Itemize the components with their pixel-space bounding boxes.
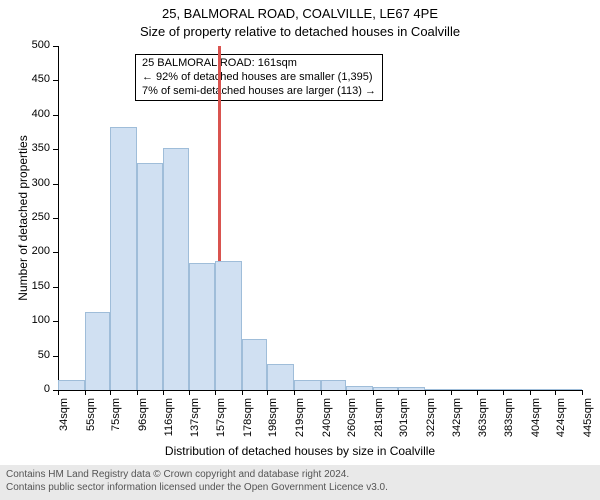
x-tick bbox=[346, 390, 347, 395]
x-tick-label: 301sqm bbox=[398, 398, 410, 448]
y-tick-label: 450 bbox=[16, 73, 50, 85]
histogram-bar bbox=[294, 380, 321, 390]
y-tick bbox=[53, 321, 58, 322]
x-tick-label: 281sqm bbox=[373, 398, 385, 448]
x-tick bbox=[503, 390, 504, 395]
x-tick bbox=[137, 390, 138, 395]
x-tick-label: 424sqm bbox=[555, 398, 567, 448]
histogram-bar bbox=[242, 339, 267, 390]
x-tick-label: 178sqm bbox=[242, 398, 254, 448]
y-tick bbox=[53, 184, 58, 185]
x-tick bbox=[215, 390, 216, 395]
x-tick-label: 116sqm bbox=[163, 398, 175, 448]
x-tick bbox=[582, 390, 583, 395]
y-tick-label: 250 bbox=[16, 211, 50, 223]
y-tick bbox=[53, 80, 58, 81]
x-tick-label: 34sqm bbox=[58, 398, 70, 448]
x-tick-label: 240sqm bbox=[321, 398, 333, 448]
histogram-bar bbox=[398, 387, 425, 390]
x-tick bbox=[451, 390, 452, 395]
x-tick-label: 198sqm bbox=[267, 398, 279, 448]
x-tick-label: 137sqm bbox=[189, 398, 201, 448]
histogram-bar bbox=[267, 364, 294, 390]
y-tick-label: 200 bbox=[16, 245, 50, 257]
histogram-bar bbox=[215, 261, 242, 390]
y-tick-label: 300 bbox=[16, 177, 50, 189]
x-tick-label: 96sqm bbox=[137, 398, 149, 448]
x-tick-label: 75sqm bbox=[110, 398, 122, 448]
licence-footer: Contains HM Land Registry data © Crown c… bbox=[0, 465, 600, 500]
x-tick bbox=[85, 390, 86, 395]
x-tick-label: 157sqm bbox=[215, 398, 227, 448]
histogram-bar bbox=[373, 387, 398, 390]
x-tick bbox=[242, 390, 243, 395]
page-address-title: 25, BALMORAL ROAD, COALVILLE, LE67 4PE bbox=[0, 6, 600, 21]
histogram-bar bbox=[110, 127, 137, 391]
x-tick bbox=[477, 390, 478, 395]
histogram-bar bbox=[163, 148, 190, 390]
y-tick-label: 400 bbox=[16, 108, 50, 120]
x-tick-label: 445sqm bbox=[582, 398, 594, 448]
y-tick bbox=[53, 46, 58, 47]
y-tick bbox=[53, 149, 58, 150]
footer-line-1: Contains HM Land Registry data © Crown c… bbox=[6, 469, 594, 482]
footer-line-2: Contains public sector information licen… bbox=[6, 482, 594, 495]
x-tick-label: 363sqm bbox=[477, 398, 489, 448]
x-tick bbox=[425, 390, 426, 395]
y-tick bbox=[53, 115, 58, 116]
y-axis-line bbox=[58, 46, 59, 390]
histogram-bar bbox=[425, 389, 450, 390]
histogram-bar bbox=[555, 389, 582, 390]
x-tick bbox=[373, 390, 374, 395]
x-tick-label: 342sqm bbox=[451, 398, 463, 448]
y-tick bbox=[53, 252, 58, 253]
x-tick-label: 55sqm bbox=[85, 398, 97, 448]
histogram-bar bbox=[530, 389, 555, 390]
histogram-bar bbox=[58, 380, 85, 390]
x-tick bbox=[163, 390, 164, 395]
histogram-bar bbox=[503, 389, 530, 390]
x-tick-label: 383sqm bbox=[503, 398, 515, 448]
x-tick-label: 404sqm bbox=[530, 398, 542, 448]
chart-subtitle: Size of property relative to detached ho… bbox=[0, 24, 600, 39]
y-tick bbox=[53, 287, 58, 288]
y-tick-label: 150 bbox=[16, 280, 50, 292]
x-tick-label: 260sqm bbox=[346, 398, 358, 448]
x-tick bbox=[398, 390, 399, 395]
x-tick bbox=[555, 390, 556, 395]
histogram-bar bbox=[451, 389, 478, 390]
y-tick-label: 0 bbox=[16, 383, 50, 395]
y-tick-label: 100 bbox=[16, 314, 50, 326]
y-tick-label: 350 bbox=[16, 142, 50, 154]
x-tick bbox=[110, 390, 111, 395]
x-tick bbox=[267, 390, 268, 395]
x-tick bbox=[321, 390, 322, 395]
x-tick bbox=[58, 390, 59, 395]
histogram-bar bbox=[137, 163, 162, 390]
x-tick bbox=[294, 390, 295, 395]
histogram-bar bbox=[477, 389, 502, 390]
x-tick bbox=[530, 390, 531, 395]
y-tick bbox=[53, 356, 58, 357]
x-tick-label: 219sqm bbox=[294, 398, 306, 448]
x-tick-label: 322sqm bbox=[425, 398, 437, 448]
histogram-bar bbox=[346, 386, 373, 390]
y-tick bbox=[53, 218, 58, 219]
histogram-bar bbox=[321, 380, 346, 390]
x-tick bbox=[189, 390, 190, 395]
histogram-bar bbox=[189, 263, 214, 390]
histogram-bar bbox=[85, 312, 110, 390]
y-tick-label: 500 bbox=[16, 39, 50, 51]
y-tick-label: 50 bbox=[16, 349, 50, 361]
histogram-plot-area: 05010015020025030035040045050034sqm55sqm… bbox=[58, 46, 582, 390]
